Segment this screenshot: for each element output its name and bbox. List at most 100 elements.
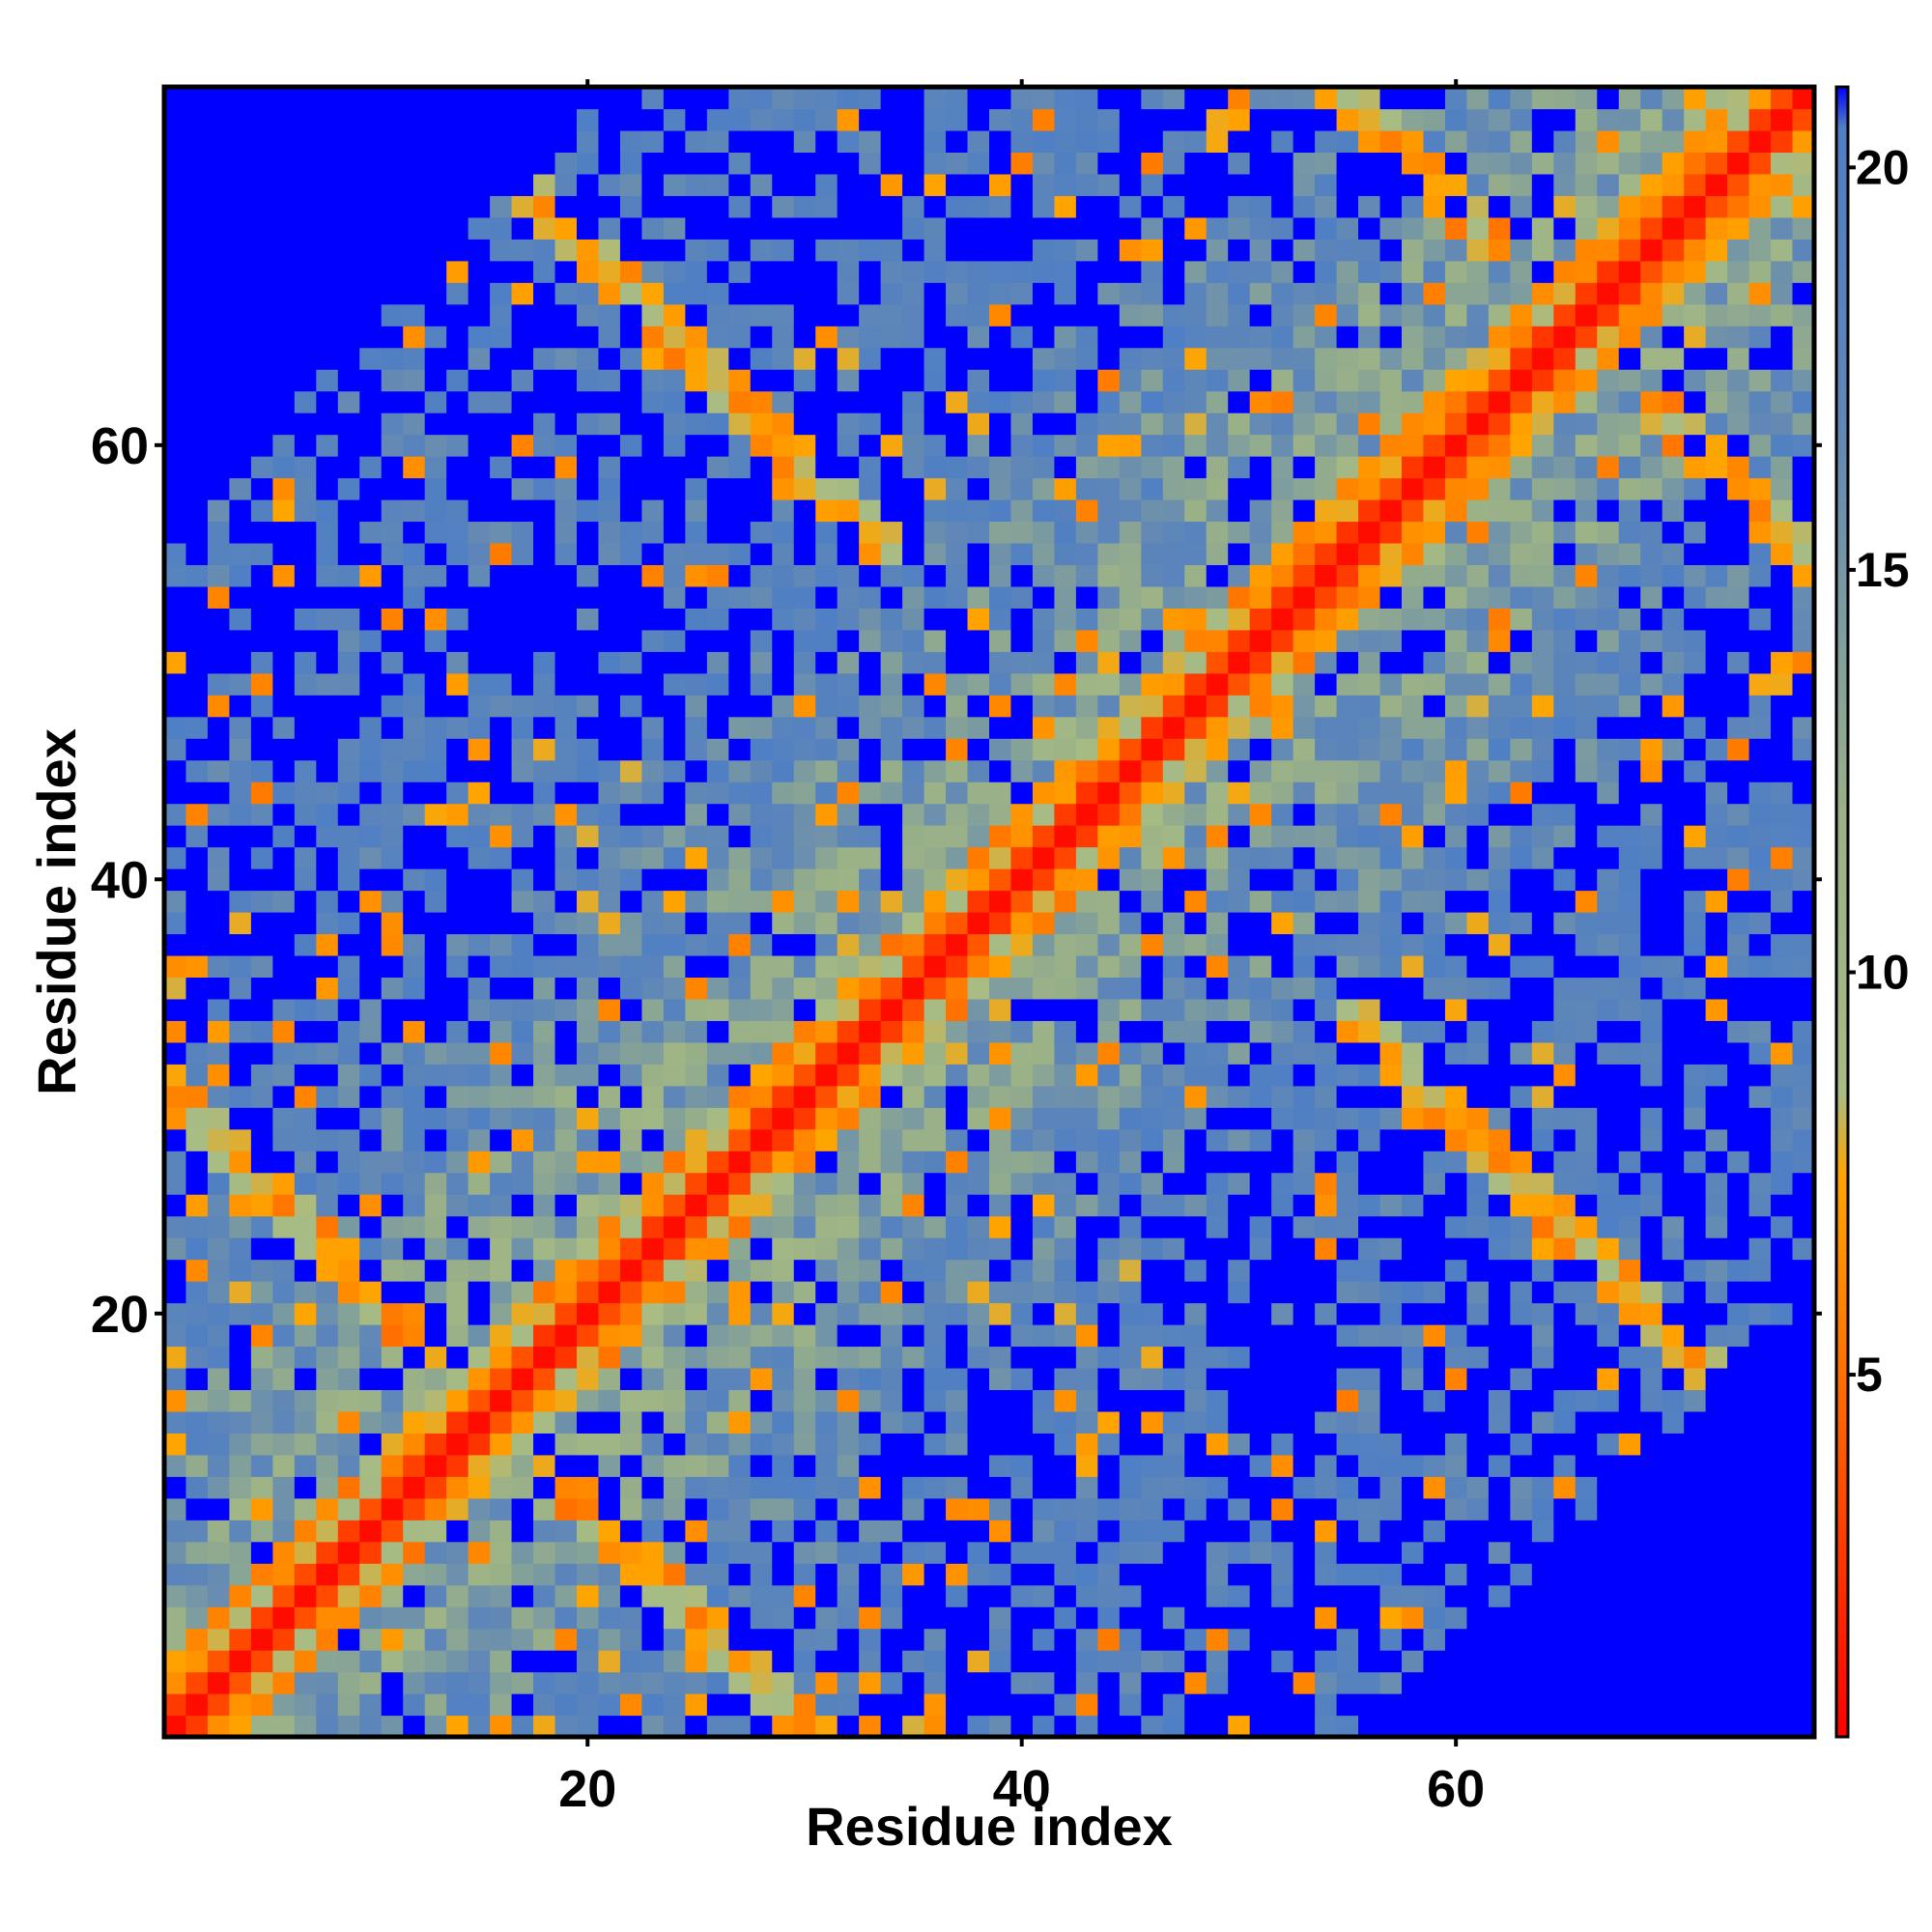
heatmap-cell	[880, 716, 903, 739]
heatmap-cell	[1032, 1237, 1056, 1261]
heatmap-cell	[902, 1281, 925, 1304]
heatmap-cell	[598, 1172, 621, 1195]
heatmap-cell	[1184, 585, 1208, 609]
heatmap-cell	[1228, 846, 1251, 869]
heatmap-cell	[1444, 564, 1468, 587]
heatmap-cell	[424, 803, 447, 826]
heatmap-cell	[1032, 434, 1056, 457]
heatmap-cell	[1054, 977, 1077, 1000]
heatmap-cell	[1510, 998, 1533, 1021]
heatmap-cell	[577, 912, 600, 935]
heatmap-cell	[1575, 1606, 1598, 1630]
heatmap-cell	[946, 390, 969, 413]
heatmap-cell	[880, 695, 903, 718]
heatmap-cell	[815, 846, 838, 869]
heatmap-cell	[533, 542, 556, 566]
heatmap-cell	[1162, 1650, 1185, 1673]
heatmap-cell	[1228, 239, 1251, 262]
heatmap-cell	[229, 1541, 252, 1564]
heatmap-cell	[750, 260, 773, 283]
heatmap-cell	[1553, 1128, 1577, 1151]
heatmap-cell	[164, 303, 187, 327]
heatmap-cell	[446, 564, 469, 587]
heatmap-cell	[1249, 390, 1272, 413]
heatmap-cell	[989, 977, 1012, 1000]
heatmap-cell	[1119, 1433, 1142, 1456]
heatmap-cell	[1075, 1715, 1098, 1738]
heatmap-cell	[923, 1346, 947, 1369]
heatmap-cell	[1531, 1433, 1554, 1456]
heatmap-cell	[359, 434, 383, 457]
heatmap-cell	[1032, 152, 1056, 175]
heatmap-cell	[164, 499, 187, 523]
heatmap-cell	[403, 1715, 426, 1738]
heatmap-cell	[1379, 1671, 1403, 1694]
heatmap-cell	[728, 1671, 752, 1694]
heatmap-cell	[511, 1085, 534, 1108]
heatmap-cell	[294, 456, 317, 479]
heatmap-cell	[1010, 108, 1034, 131]
heatmap-cell	[1097, 564, 1121, 587]
heatmap-cell	[577, 1281, 600, 1304]
heatmap-cell	[1075, 1107, 1098, 1130]
heatmap-cell	[1010, 521, 1034, 544]
heatmap-cell	[577, 1584, 600, 1607]
heatmap-cell	[1444, 1389, 1468, 1412]
heatmap-cell	[1271, 129, 1294, 154]
heatmap-cell	[490, 977, 513, 1000]
heatmap-cell	[859, 195, 882, 218]
heatmap-cell	[880, 1628, 903, 1651]
heatmap-cell	[511, 1324, 534, 1348]
heatmap-cell	[164, 1497, 187, 1520]
heatmap-cell	[641, 260, 665, 283]
heatmap-cell	[750, 108, 773, 131]
heatmap-cell	[1010, 738, 1034, 761]
heatmap-cell	[815, 825, 838, 848]
heatmap-cell	[403, 1346, 426, 1369]
heatmap-cell	[164, 1281, 187, 1304]
heatmap-cell	[1228, 1671, 1251, 1694]
heatmap-cell	[685, 369, 708, 392]
heatmap-cell	[663, 868, 686, 892]
heatmap-cell	[1184, 1128, 1208, 1151]
heatmap-cell	[815, 1215, 838, 1238]
heatmap-cell	[1402, 390, 1425, 413]
heatmap-cell	[619, 781, 643, 805]
heatmap-cell	[1032, 1541, 1056, 1564]
heatmap-cell	[1097, 912, 1121, 935]
heatmap-cell	[381, 282, 404, 305]
heatmap-cell	[1162, 1346, 1185, 1369]
heatmap-cell	[946, 1172, 969, 1195]
heatmap-cell	[946, 672, 969, 696]
heatmap-cell	[554, 1433, 578, 1456]
heatmap-cell	[381, 890, 404, 913]
heatmap-cell	[1444, 499, 1468, 523]
heatmap-cell	[1488, 282, 1511, 305]
heatmap-cell	[294, 499, 317, 523]
heatmap-cell	[880, 195, 903, 218]
heatmap-cell	[1315, 1215, 1338, 1238]
heatmap-cell	[837, 326, 860, 349]
heatmap-cell	[1531, 1041, 1554, 1065]
heatmap-cell	[1249, 1715, 1272, 1738]
heatmap-cell	[337, 477, 360, 500]
heatmap-cell	[1075, 1237, 1098, 1261]
heatmap-cell	[554, 1671, 578, 1694]
heatmap-cell	[1402, 868, 1425, 892]
heatmap-cell	[533, 954, 556, 979]
heatmap-cell	[619, 954, 643, 979]
heatmap-cell	[750, 369, 773, 392]
heatmap-cell	[946, 1302, 969, 1325]
heatmap-cell	[1249, 651, 1272, 674]
heatmap-cell	[619, 87, 643, 110]
heatmap-cell	[706, 260, 729, 283]
heatmap-cell	[1444, 1606, 1468, 1630]
heatmap-cell	[1054, 933, 1077, 956]
heatmap-cell	[185, 1302, 209, 1325]
heatmap-cell	[946, 608, 969, 631]
heatmap-cell	[381, 672, 404, 696]
heatmap-cell	[424, 1324, 447, 1348]
heatmap-cell	[577, 108, 600, 131]
heatmap-cell	[1162, 890, 1185, 913]
heatmap-cell	[1032, 216, 1056, 240]
